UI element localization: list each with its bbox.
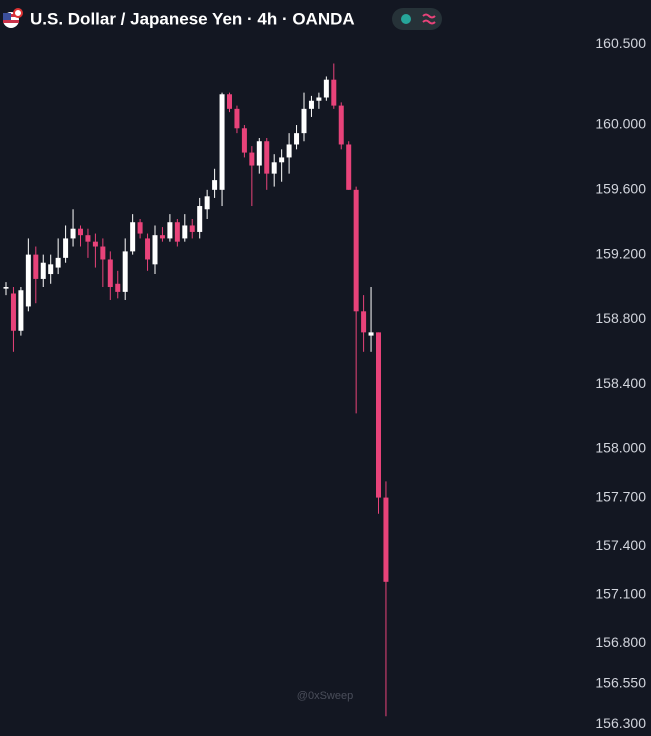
candle-body <box>152 235 158 265</box>
candle-body <box>323 79 329 98</box>
candle-body <box>3 287 9 289</box>
candle-body <box>286 144 292 158</box>
candle-body <box>204 196 210 210</box>
candle-body <box>256 141 262 166</box>
chart-title: U.S. Dollar / Japanese Yen · 4h · OANDA <box>30 9 355 28</box>
candle-body <box>18 290 24 331</box>
candle-body <box>10 293 16 331</box>
y-tick-label: 158.800 <box>595 310 646 326</box>
y-tick-label: 160.000 <box>595 116 646 132</box>
candle-body <box>279 157 285 163</box>
candle-body <box>92 241 98 247</box>
candle-body <box>174 222 180 242</box>
candle-body <box>48 264 54 275</box>
candle-body <box>167 222 173 239</box>
watermark: @0xSweep <box>297 690 353 702</box>
y-tick-label: 158.000 <box>595 440 646 456</box>
candle-body <box>25 254 31 307</box>
delay-icon <box>422 13 436 25</box>
status-badge[interactable] <box>392 8 442 30</box>
candle-body <box>219 94 225 190</box>
candle-body <box>361 311 367 333</box>
y-tick-label: 157.100 <box>595 585 646 601</box>
candle-body <box>70 228 76 239</box>
candle-body <box>189 225 195 232</box>
candle-body <box>308 100 314 109</box>
y-tick-label: 159.200 <box>595 245 646 261</box>
candle-body <box>145 238 151 260</box>
candle-body <box>331 79 337 106</box>
candle-body <box>115 283 121 292</box>
y-tick-label: 156.550 <box>595 675 646 691</box>
y-tick-label: 158.400 <box>595 375 646 391</box>
candle-body <box>234 108 240 129</box>
y-tick-label: 156.800 <box>595 634 646 650</box>
status-dot <box>401 14 411 24</box>
candle-body <box>316 97 322 101</box>
candle-body <box>383 497 389 582</box>
candle-body <box>182 225 188 239</box>
candle-body <box>159 235 165 239</box>
candle-body <box>338 105 344 145</box>
candle-body <box>107 259 113 288</box>
y-tick-label: 157.400 <box>595 537 646 553</box>
candle-body <box>249 152 255 166</box>
candle-body <box>122 251 128 292</box>
candle-body <box>301 108 307 134</box>
candle-body <box>63 238 69 258</box>
candle-body <box>227 94 232 109</box>
candle-body <box>271 162 277 174</box>
candle-body <box>212 180 218 190</box>
candle-body <box>85 235 91 242</box>
candle-body <box>197 206 203 232</box>
candle-body <box>241 128 247 153</box>
candle-body <box>33 254 39 279</box>
candle-body <box>40 262 46 279</box>
candle-body <box>137 222 143 234</box>
candle-body <box>100 246 106 260</box>
candle-body <box>368 332 374 336</box>
candle-body <box>78 228 83 236</box>
y-tick-label: 159.600 <box>595 181 646 197</box>
candle-body <box>55 257 61 268</box>
candle-body <box>294 133 300 145</box>
flag-icon <box>3 8 23 28</box>
y-tick-label: 157.700 <box>595 488 646 504</box>
candle-body <box>130 222 136 252</box>
candle-body <box>376 332 381 498</box>
candle-body <box>353 189 359 312</box>
candle-body <box>346 144 352 190</box>
candle-body <box>264 141 270 174</box>
y-tick-label: 156.300 <box>595 715 646 731</box>
y-tick-label: 160.500 <box>595 35 646 51</box>
